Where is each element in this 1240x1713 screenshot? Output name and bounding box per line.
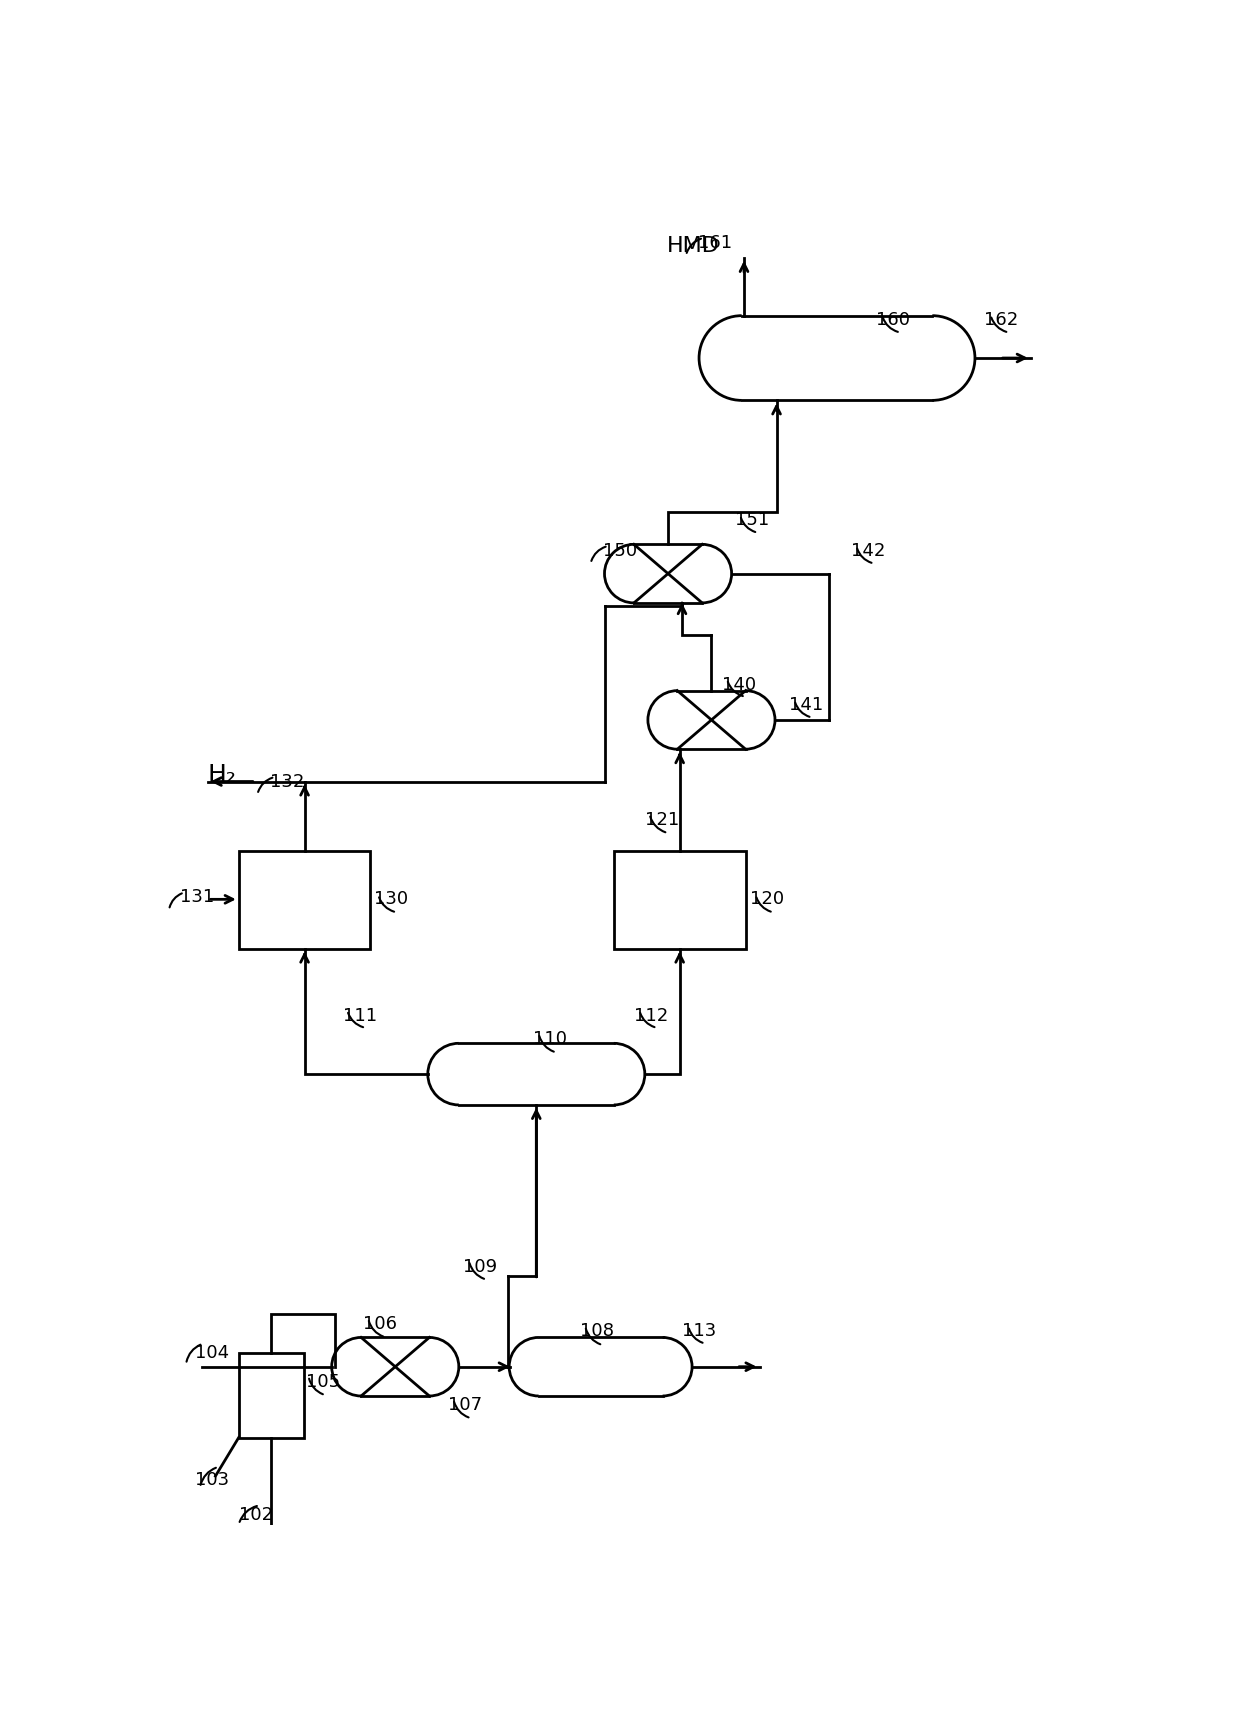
Text: 132: 132 xyxy=(270,773,304,790)
Text: 110: 110 xyxy=(533,1030,567,1048)
Wedge shape xyxy=(614,1043,645,1105)
Text: 120: 120 xyxy=(750,889,785,908)
Bar xyxy=(634,545,702,603)
Bar xyxy=(614,851,745,949)
Wedge shape xyxy=(332,1338,361,1396)
Wedge shape xyxy=(702,545,732,603)
Text: HMD: HMD xyxy=(667,236,719,255)
Text: 113: 113 xyxy=(682,1322,717,1340)
Text: 151: 151 xyxy=(734,510,769,529)
Text: 141: 141 xyxy=(789,695,823,714)
Wedge shape xyxy=(429,1338,459,1396)
Wedge shape xyxy=(605,545,634,603)
Wedge shape xyxy=(662,1338,692,1396)
Bar xyxy=(238,1353,304,1437)
Text: 107: 107 xyxy=(448,1396,482,1415)
Text: 162: 162 xyxy=(985,310,1018,329)
Wedge shape xyxy=(932,315,975,401)
Text: 109: 109 xyxy=(464,1257,497,1276)
Text: 105: 105 xyxy=(306,1374,340,1391)
Text: 103: 103 xyxy=(196,1471,229,1489)
Text: 142: 142 xyxy=(851,541,885,560)
Text: 112: 112 xyxy=(634,1007,668,1024)
Bar xyxy=(238,851,371,949)
Text: 131: 131 xyxy=(180,887,215,906)
Text: 106: 106 xyxy=(363,1314,397,1333)
Bar xyxy=(538,1338,662,1396)
Text: 160: 160 xyxy=(875,310,910,329)
Bar xyxy=(459,1043,614,1105)
Wedge shape xyxy=(428,1043,459,1105)
Wedge shape xyxy=(745,690,775,749)
Text: 130: 130 xyxy=(373,889,408,908)
Text: H₂: H₂ xyxy=(207,764,237,788)
Wedge shape xyxy=(699,315,742,401)
Text: 161: 161 xyxy=(697,233,732,252)
Wedge shape xyxy=(510,1338,538,1396)
Text: 108: 108 xyxy=(580,1322,614,1340)
Text: 104: 104 xyxy=(196,1345,229,1362)
Text: 111: 111 xyxy=(342,1007,377,1024)
Text: 121: 121 xyxy=(645,810,680,829)
Bar xyxy=(677,690,745,749)
Text: 150: 150 xyxy=(603,541,637,560)
Text: 140: 140 xyxy=(722,675,756,694)
Bar xyxy=(742,315,932,401)
Wedge shape xyxy=(649,690,677,749)
Text: 102: 102 xyxy=(238,1506,273,1523)
Bar xyxy=(361,1338,429,1396)
